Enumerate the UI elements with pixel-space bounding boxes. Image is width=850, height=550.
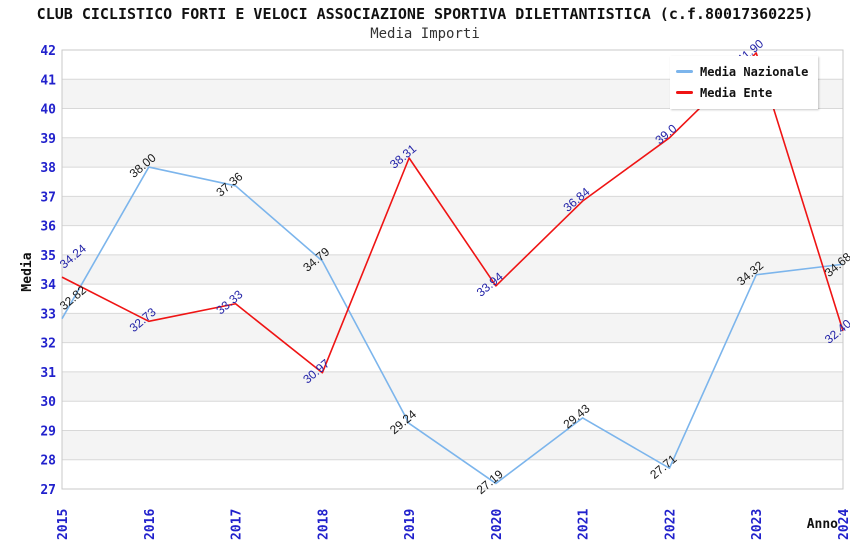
legend: Media Nazionale Media Ente [670,56,818,109]
plot-band [62,371,843,402]
y-tick-label: 38 [40,161,56,176]
x-tick-label: 2022 [663,509,678,540]
point-label: 29.43 [561,401,593,431]
legend-line-swatch-red [676,91,693,94]
point-label: 33.33 [213,287,245,317]
y-tick-label: 29 [40,424,56,439]
plot-band [62,254,843,285]
y-tick-label: 28 [40,454,56,469]
legend-line-swatch-blue [676,70,693,73]
legend-label: Media Nazionale [700,64,809,79]
series-line-media-nazionale [61,166,844,485]
y-tick-label: 35 [40,249,56,264]
y-tick-label: 41 [40,73,56,88]
y-tick-label: 33 [40,307,56,322]
legend-label: Media Ente [700,85,773,100]
legend-item-media-nazionale[interactable]: Media Nazionale [676,61,818,82]
plot-band [62,430,843,460]
plot-band [62,137,843,168]
y-tick-label: 42 [40,44,56,59]
x-tick-label: 2020 [490,509,505,540]
chart-title: CLUB CICLISTICO FORTI E VELOCI ASSOCIAZI… [36,5,814,23]
y-tick-label: 40 [40,103,56,118]
x-tick-label: 2015 [56,509,71,540]
x-tick-label: 2021 [577,509,592,540]
y-tick-label: 36 [40,220,56,235]
plot-band [62,313,843,343]
x-tick-label: 2019 [403,509,418,540]
x-tick-label: 2016 [143,509,158,540]
x-tick-label: 2023 [750,509,765,540]
y-axis-title: Media [20,252,35,291]
plot-frame [61,49,844,490]
legend-item-media-ente[interactable]: Media Ente [676,82,818,103]
point-label: 37.36 [213,169,245,199]
x-tick-label: 2024 [837,509,850,540]
chart-subtitle: Media Importi [370,26,480,42]
x-axis-title: Anno [807,517,838,532]
y-tick-label: 27 [40,483,56,498]
y-tick-label: 32 [40,337,56,352]
x-tick-label: 2017 [230,509,245,540]
y-tick-label: 37 [40,190,56,205]
y-tick-label: 39 [40,132,56,147]
point-label: 34.68 [822,250,850,280]
x-tick-label: 2018 [316,509,331,540]
y-tick-label: 30 [40,395,56,410]
y-tick-label: 31 [40,366,56,381]
y-tick-label: 34 [40,278,56,293]
